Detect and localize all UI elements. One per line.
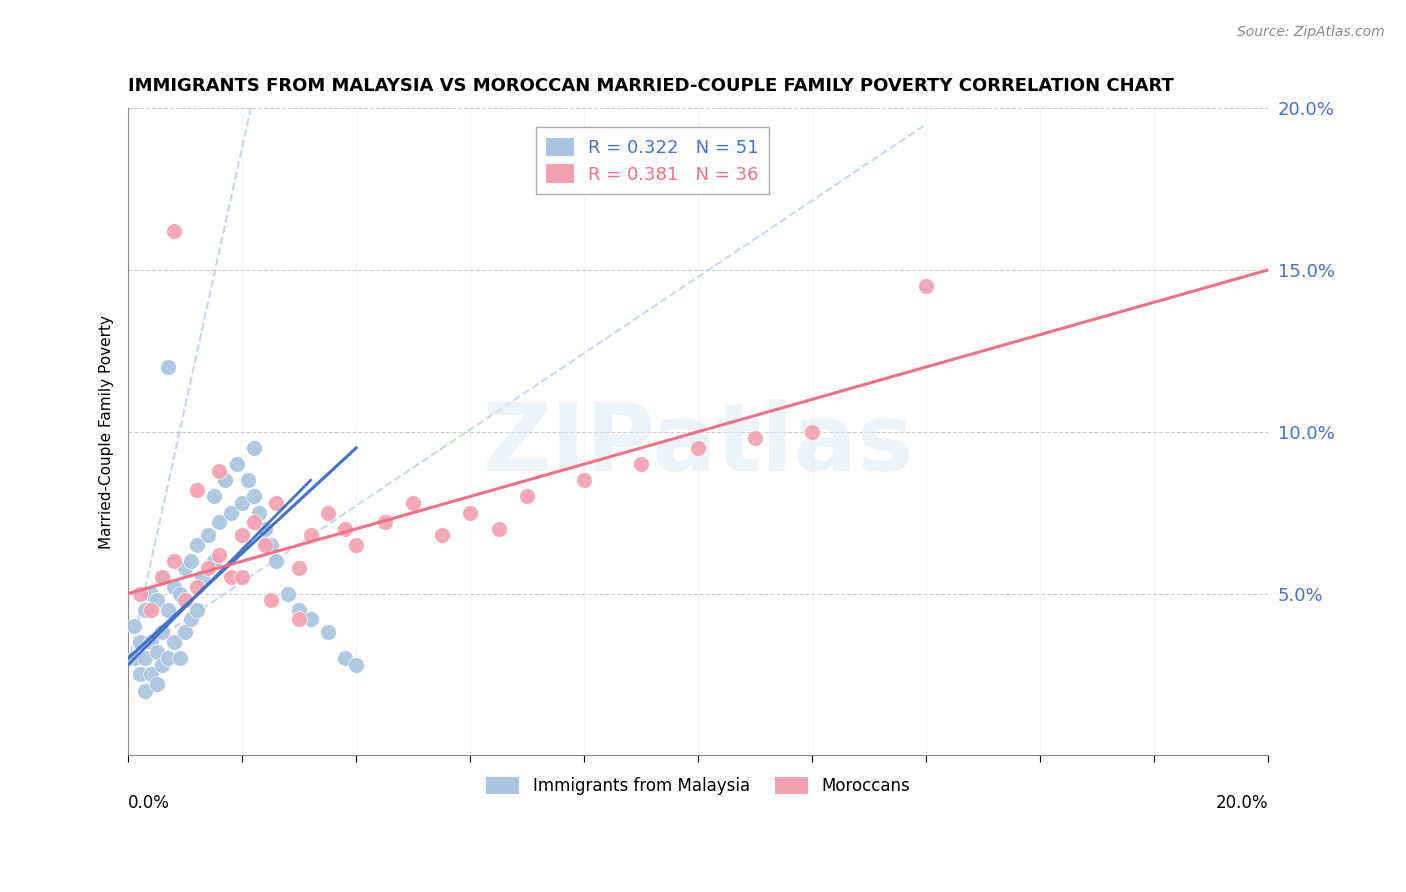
Point [157,651,180,665]
Point [134,651,156,665]
Point [402,496,425,510]
Point [174,593,197,607]
Point [134,603,156,617]
Point [163,224,186,238]
Point [333,651,356,665]
Point [219,506,242,520]
Point [344,657,367,672]
Point [688,441,710,455]
Text: IMMIGRANTS FROM MALAYSIA VS MOROCCAN MARRIED-COUPLE FAMILY POVERTY CORRELATION C: IMMIGRANTS FROM MALAYSIA VS MOROCCAN MAR… [128,78,1174,95]
Point [145,593,167,607]
Point [157,603,180,617]
Text: ZIPatlas: ZIPatlas [482,399,914,491]
Point [630,457,652,471]
Point [288,603,311,617]
Point [219,570,242,584]
Text: 20.0%: 20.0% [1216,794,1268,813]
Point [139,635,162,649]
Point [186,483,208,497]
Point [253,538,276,552]
Point [128,635,150,649]
Point [430,528,453,542]
Point [236,473,259,487]
Point [180,554,202,568]
Point [202,490,225,504]
Point [242,441,264,455]
Point [152,625,174,640]
Point [516,490,538,504]
Point [163,554,186,568]
Point [139,586,162,600]
Point [316,625,339,640]
Point [260,593,283,607]
Point [231,570,253,584]
Point [299,528,322,542]
Point [266,554,288,568]
Point [260,538,283,552]
Point [208,516,231,530]
Point [316,506,339,520]
Point [344,538,367,552]
Point [163,580,186,594]
Point [152,570,174,584]
Point [801,425,824,439]
Point [266,496,288,510]
Point [174,560,197,574]
Point [299,612,322,626]
Point [197,528,219,542]
Point [128,667,150,681]
Point [152,570,174,584]
Point [242,490,264,504]
Point [139,667,162,681]
Point [174,625,197,640]
Point [169,586,191,600]
Point [572,473,595,487]
Point [231,496,253,510]
Point [374,516,396,530]
Point [247,506,270,520]
Legend: Immigrants from Malaysia, Moroccans: Immigrants from Malaysia, Moroccans [479,771,917,802]
Point [157,359,180,374]
Point [288,560,311,574]
Y-axis label: Married-Couple Family Poverty: Married-Couple Family Poverty [100,315,114,549]
Point [333,522,356,536]
Point [145,645,167,659]
Point [214,473,236,487]
Point [191,570,214,584]
Point [488,522,510,536]
Point [744,431,766,445]
Point [122,619,145,633]
Point [145,677,167,691]
Point [915,279,938,293]
Point [277,586,299,600]
Point [458,506,481,520]
Point [180,612,202,626]
Point [139,603,162,617]
Point [122,651,145,665]
Point [208,464,231,478]
Point [186,538,208,552]
Point [225,457,247,471]
Text: Source: ZipAtlas.com: Source: ZipAtlas.com [1237,25,1385,39]
Point [163,635,186,649]
Point [186,603,208,617]
Point [152,657,174,672]
Point [134,683,156,698]
Point [202,554,225,568]
Point [128,586,150,600]
Point [253,522,276,536]
Point [186,580,208,594]
Point [208,548,231,562]
Point [169,651,191,665]
Point [242,516,264,530]
Point [197,560,219,574]
Point [288,612,311,626]
Text: 0.0%: 0.0% [128,794,170,813]
Point [231,528,253,542]
